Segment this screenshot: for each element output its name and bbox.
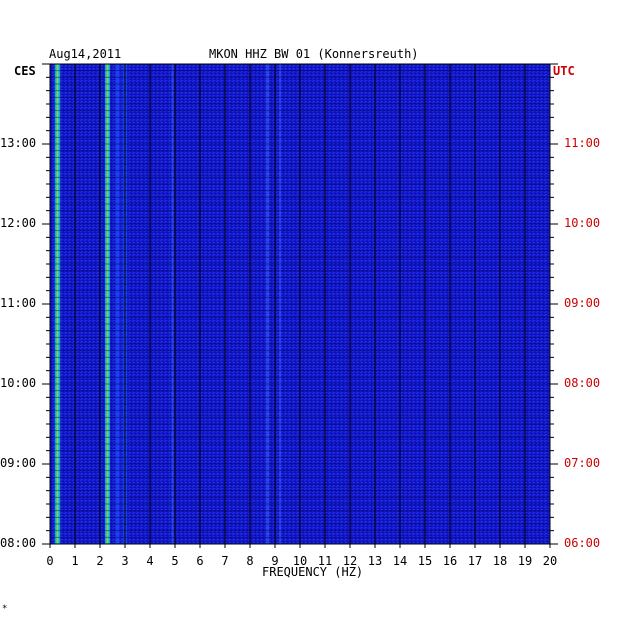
x-tick-label: 6 — [196, 554, 204, 568]
x-tick-label: 13 — [367, 554, 383, 568]
noise-band-core-1 — [106, 64, 109, 544]
noise-band-6 — [279, 64, 281, 544]
x-tick-label: 9 — [271, 554, 279, 568]
left-tick-label: 12:00 — [0, 216, 37, 230]
right-tick-label: 10:00 — [564, 216, 601, 230]
x-tick-label: 17 — [467, 554, 483, 568]
x-tick-label: 7 — [221, 554, 229, 568]
right-tick-label: 08:00 — [564, 376, 601, 390]
left-tick-label: 13:00 — [0, 136, 37, 150]
x-tick-label: 16 — [442, 554, 458, 568]
plot-frame — [49, 63, 551, 545]
right-tick-label: 09:00 — [564, 296, 601, 310]
noise-band-4 — [171, 64, 174, 544]
left-tick-label: 09:00 — [0, 456, 37, 470]
x-tick-label: 0 — [46, 554, 54, 568]
x-tick-label: 19 — [517, 554, 533, 568]
x-tick-label: 4 — [146, 554, 154, 568]
x-tick-label: 14 — [392, 554, 408, 568]
x-tick-label: 12 — [342, 554, 358, 568]
x-tick-label: 18 — [492, 554, 508, 568]
x-tick-label: 3 — [121, 554, 129, 568]
noise-band-2 — [115, 64, 120, 544]
right-tick-label: 07:00 — [564, 456, 601, 470]
x-tick-label: 2 — [96, 554, 104, 568]
station-title: MKON HHZ BW 01 (Konnersreuth) — [209, 47, 419, 61]
x-tick-label: 20 — [542, 554, 558, 568]
grid-lines — [50, 64, 550, 545]
right-tick-label: 06:00 — [564, 536, 601, 550]
left-tick-label: 11:00 — [0, 296, 37, 310]
x-axis-title: FREQUENCY (HZ) — [262, 565, 364, 579]
left-tick-label: 08:00 — [0, 536, 37, 550]
noise-band-core-0 — [56, 64, 59, 544]
left-tick-label: 10:00 — [0, 376, 37, 390]
x-tick-label: 8 — [246, 554, 254, 568]
axis-ticks — [42, 63, 558, 548]
x-tick-label: 5 — [171, 554, 179, 568]
right-tick-label: 11:00 — [564, 136, 601, 150]
left-axis-label: CES — [14, 64, 36, 78]
corner-mark: * — [2, 604, 8, 614]
x-tick-label: 10 — [292, 554, 308, 568]
x-tick-label: 15 — [417, 554, 433, 568]
x-tick-label: 1 — [71, 554, 79, 568]
right-axis-label: UTC — [553, 64, 575, 78]
x-tick-label: 11 — [317, 554, 333, 568]
date-label: Aug14,2011 — [49, 47, 122, 61]
noise-band-5 — [266, 64, 269, 544]
